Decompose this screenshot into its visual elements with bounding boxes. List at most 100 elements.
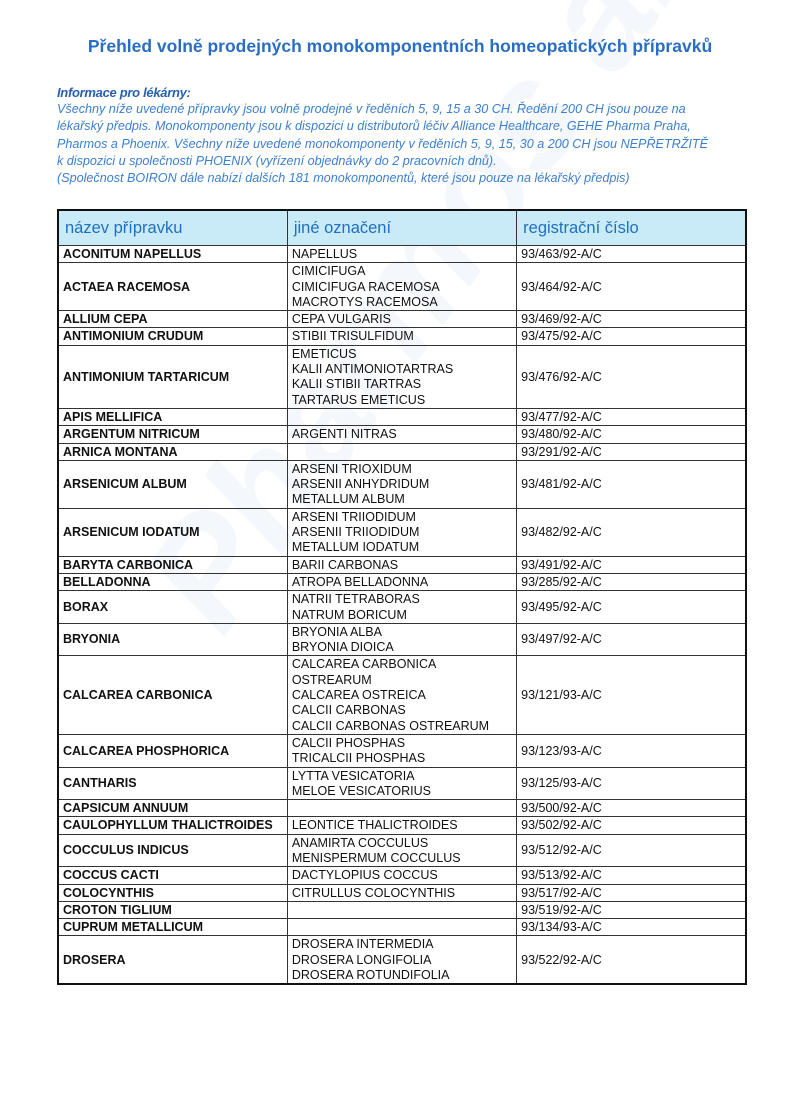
other-name: DROSERA INTERMEDIA (291, 937, 434, 952)
registration-number: 93/469/92-A/C (516, 310, 747, 329)
table-row: ARGENTUM NITRICUM ARGENTI NITRAS 93/480/92… (57, 425, 747, 444)
info-line: lékařský předpis. Monokomponenty jsou k … (57, 119, 691, 134)
product-name: ANTIMONIUM TARTARICUM (57, 344, 288, 409)
registration-number: 93/491/92-A/C (516, 555, 747, 574)
registration-number: 93/123/93-A/C (516, 733, 747, 768)
product-name: ACONITUM NAPELLUS (57, 244, 288, 264)
other-name: DROSERA LONGIFOLIA (291, 952, 432, 967)
other-name: KALII STIBII TARTRAS (291, 377, 422, 392)
info-line: (Společnost BOIRON dále nabízí dalších 1… (57, 171, 630, 186)
registration-number: 93/464/92-A/C (516, 262, 747, 312)
product-name: ARNICA MONTANA (57, 442, 288, 461)
table-row: CROTON TIGLIUM 93/519/92-A/C (57, 900, 747, 920)
registration-number: 93/463/92-A/C (516, 244, 747, 264)
other-names: NATRII TETRABORAS NATRUM BORICUM (286, 590, 518, 624)
other-name: ARSENI TRIOXIDUM (291, 461, 412, 476)
other-names: ANAMIRTA COCCULUS MENISPERMUM COCCULUS (286, 833, 518, 868)
table-row: CALCAREA CARBONICA CALCAREA CARBONICA OSTR… (57, 655, 747, 735)
other-name: KALII ANTIMONIOTARTRAS (291, 362, 454, 377)
other-names (286, 799, 518, 818)
registration-number: 93/512/92-A/C (516, 833, 747, 868)
registration-number: 93/482/92-A/C (516, 507, 747, 557)
other-name: MENISPERMUM COCCULUS (291, 850, 461, 865)
header-reg: registrační číslo (516, 209, 747, 246)
product-name: CAULOPHYLLUM THALICTROIDES (57, 816, 288, 835)
registration-number: 93/125/93-A/C (516, 766, 747, 801)
table-row: ARSENICUM ALBUM ARSENI TRIOXIDUM ARSENII A… (57, 459, 747, 509)
registration-number: 93/475/92-A/C (516, 327, 747, 346)
other-names: CITRULLUS COLOCYNTHIS (286, 883, 518, 902)
registration-number: 93/480/92-A/C (516, 425, 747, 444)
other-name: CEPA VULGARIS (291, 312, 391, 327)
product-name: CALCAREA CARBONICA (57, 655, 288, 735)
table-row: CALCAREA PHOSPHORICA CALCII PHOSPHAS TRICA… (57, 733, 747, 768)
header-other: jiné označení (286, 209, 518, 246)
other-names (286, 442, 518, 461)
registration-number: 93/134/93-A/C (516, 918, 747, 937)
table-row: CUPRUM METALLICUM 93/134/93-A/C (57, 918, 747, 937)
other-name: ARSENII TRIIODIDUM (291, 525, 420, 540)
info-heading: Informace pro lékárny: (57, 85, 191, 100)
table-row: ANTIMONIUM TARTARICUM EMETICUS KALII ANTIM… (57, 344, 747, 409)
other-name: OSTREARUM (291, 672, 372, 687)
other-name: ARGENTI NITRAS (291, 427, 397, 442)
other-names (286, 900, 518, 920)
other-names: EMETICUS KALII ANTIMONIOTARTRAS KALII STIB… (286, 344, 518, 409)
page-title: Přehled volně prodejných monokomponentní… (87, 36, 713, 56)
other-names: CALCAREA CARBONICA OSTREARUM CALCAREA OSTR… (286, 655, 518, 735)
info-line: k dispozici u společnosti PHOENIX (vyříz… (57, 153, 497, 168)
product-name: ARSENICUM ALBUM (57, 459, 288, 509)
product-name: CUPRUM METALLICUM (57, 918, 288, 937)
other-name: EMETICUS (291, 346, 357, 361)
table-row: ARNICA MONTANA 93/291/92-A/C (57, 442, 747, 461)
other-names: CIMICIFUGA CIMICIFUGA RACEMOSA MACROTYS RA… (286, 262, 518, 312)
table-row: BORAX NATRII TETRABORAS NATRUM BORICUM 93/4… (57, 590, 747, 624)
table-row: BRYONIA BRYONIA ALBA BRYONIA DIOICA 93/497/… (57, 622, 747, 657)
table-row: ACTAEA RACEMOSA CIMICIFUGA CIMICIFUGA RACE… (57, 262, 747, 312)
other-names: ARSENI TRIOXIDUM ARSENII ANHYDRIDUM METALL… (286, 459, 518, 509)
product-name: ARGENTUM NITRICUM (57, 425, 288, 444)
table-row: ACONITUM NAPELLUS NAPELLUS 93/463/92-A/C (57, 244, 747, 264)
other-name: BRYONIA DIOICA (291, 640, 394, 655)
other-name: LEONTICE THALICTROIDES (291, 818, 458, 833)
table-header-row: název přípravku jiné označení registračn… (57, 209, 747, 246)
table-row: COCCUS CACTI DACTYLOPIUS COCCUS 93/513/92-… (57, 866, 747, 885)
other-names: BRYONIA ALBA BRYONIA DIOICA (286, 622, 518, 657)
other-name: CIMICIFUGA (291, 264, 366, 279)
registration-number: 93/121/93-A/C (516, 655, 747, 735)
product-name: BRYONIA (57, 622, 288, 657)
product-name: BORAX (57, 590, 288, 624)
other-name: MACROTYS RACEMOSA (291, 294, 438, 309)
registration-number: 93/513/92-A/C (516, 866, 747, 885)
registration-number: 93/495/92-A/C (516, 590, 747, 624)
other-name: TRICALCII PHOSPHAS (291, 751, 426, 766)
other-name: METALLUM IODATUM (291, 540, 420, 555)
table-row: BELLADONNA ATROPA BELLADONNA 93/285/92-A/C (57, 572, 747, 592)
product-name: ACTAEA RACEMOSA (57, 262, 288, 312)
other-names: ATROPA BELLADONNA (286, 572, 518, 592)
product-name: COCCUS CACTI (57, 866, 288, 885)
other-name: CALCAREA CARBONICA (291, 657, 437, 672)
table-row: CAPSICUM ANNUUM 93/500/92-A/C (57, 799, 747, 818)
product-name: CALCAREA PHOSPHORICA (57, 733, 288, 768)
other-name: TARTARUS EMETICUS (291, 392, 426, 407)
other-name: ARSENII ANHYDRIDUM (291, 477, 430, 492)
registration-number: 93/476/92-A/C (516, 344, 747, 409)
other-names: CEPA VULGARIS (286, 310, 518, 329)
product-name: BELLADONNA (57, 572, 288, 592)
other-name: CALCAREA OSTREICA (291, 688, 426, 703)
other-name: MELOE VESICATORIUS (291, 783, 431, 798)
product-name: CROTON TIGLIUM (57, 900, 288, 920)
other-name: CALCII CARBONAS OSTREARUM (291, 718, 490, 733)
table-row: DROSERA DROSERA INTERMEDIA DROSERA LONGIFO… (57, 935, 747, 985)
product-name: ANTIMONIUM CRUDUM (57, 327, 288, 346)
info-block: Informace pro lékárny: Všechny níže uved… (57, 84, 757, 187)
product-name: ALLIUM CEPA (57, 310, 288, 329)
other-name: DROSERA ROTUNDIFOLIA (291, 968, 450, 983)
other-names: DACTYLOPIUS COCCUS (286, 866, 518, 885)
other-name: NAPELLUS (291, 247, 358, 261)
other-names (286, 407, 518, 427)
product-name: COCCULUS INDICUS (57, 833, 288, 868)
product-name: BARYTA CARBONICA (57, 555, 288, 574)
product-name: CAPSICUM ANNUUM (57, 799, 288, 818)
